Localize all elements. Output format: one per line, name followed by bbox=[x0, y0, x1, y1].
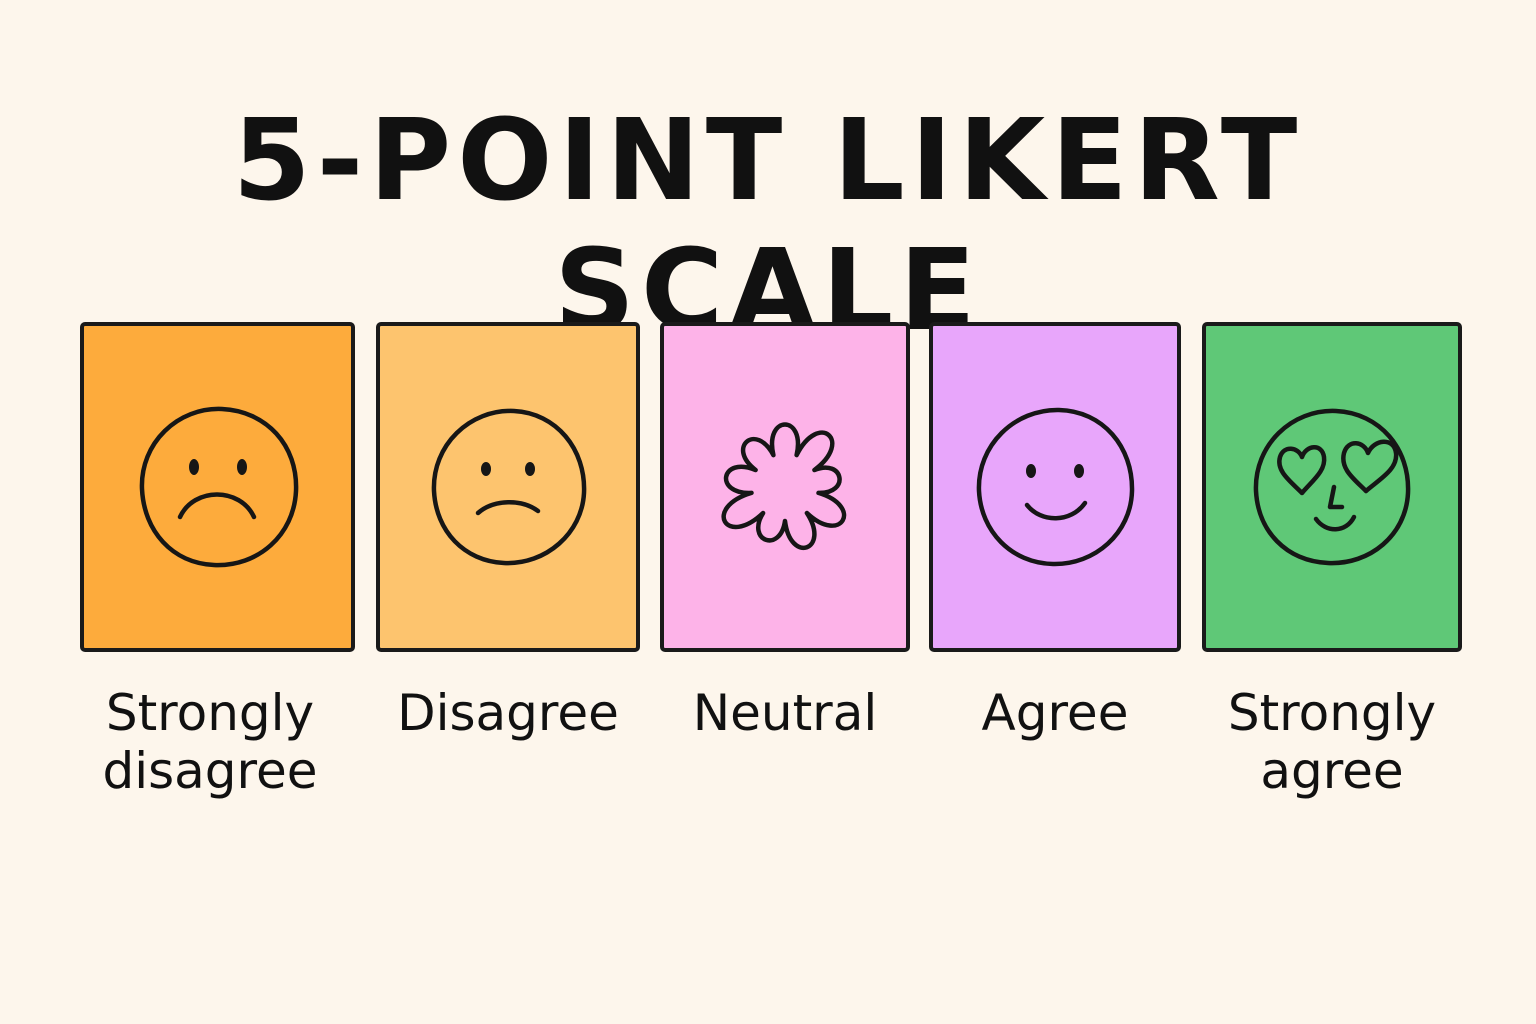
likert-label-strongly-disagree: Strongly disagree bbox=[102, 684, 318, 800]
likert-option-neutral[interactable] bbox=[660, 322, 910, 652]
page-title: 5-POINT LIKERT SCALE bbox=[232, 96, 1304, 356]
likert-label-agree: Agree bbox=[981, 684, 1129, 742]
likert-label-neutral: Neutral bbox=[692, 684, 878, 742]
likert-label-strongly-agree: Strongly agree bbox=[1227, 684, 1437, 800]
likert-option-strongly-disagree[interactable] bbox=[80, 322, 355, 652]
heart-eyes-face-icon bbox=[1253, 408, 1411, 566]
very-sad-face-icon bbox=[139, 406, 298, 568]
likert-option-agree[interactable] bbox=[929, 322, 1181, 652]
smiling-face-icon bbox=[976, 407, 1135, 567]
sad-face-icon bbox=[431, 408, 587, 566]
likert-option-disagree[interactable] bbox=[376, 322, 640, 652]
flower-burst-icon bbox=[721, 422, 847, 551]
likert-option-strongly-agree[interactable] bbox=[1202, 322, 1462, 652]
likert-label-disagree: Disagree bbox=[397, 684, 619, 742]
